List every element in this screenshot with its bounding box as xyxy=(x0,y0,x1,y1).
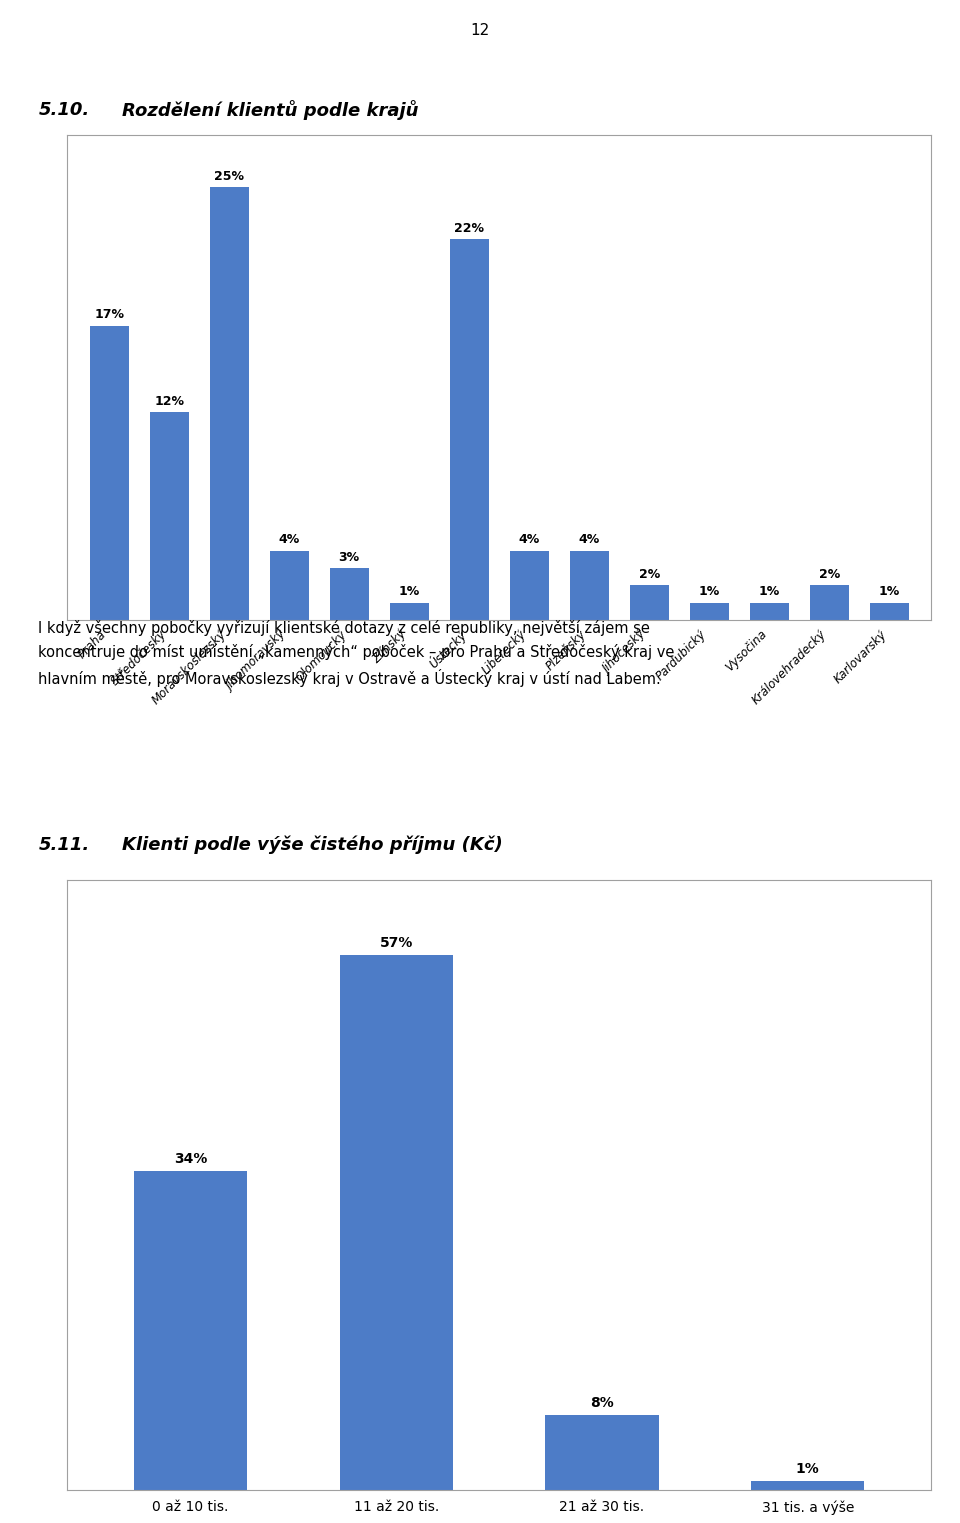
Bar xyxy=(89,326,129,620)
Text: 5.11.: 5.11. xyxy=(38,836,89,854)
Text: 5.10.: 5.10. xyxy=(38,102,89,119)
Bar xyxy=(751,1480,864,1489)
Text: 2%: 2% xyxy=(819,568,840,582)
Text: 1%: 1% xyxy=(878,585,900,599)
Bar xyxy=(569,551,609,620)
Text: Klienti podle výše čistého příjmu (Kč): Klienti podle výše čistého příjmu (Kč) xyxy=(122,836,503,854)
Bar xyxy=(390,603,429,620)
Text: 1%: 1% xyxy=(758,585,780,599)
Bar xyxy=(510,551,549,620)
Bar xyxy=(870,603,909,620)
Text: I když všechny pobočky vyřizují klientské dotazy z celé republiky, největší záje: I když všechny pobočky vyřizují klientsk… xyxy=(38,620,675,687)
Text: 22%: 22% xyxy=(454,222,484,235)
Text: 1%: 1% xyxy=(398,585,420,599)
Text: 1%: 1% xyxy=(699,585,720,599)
Bar xyxy=(329,568,369,620)
Bar xyxy=(689,603,729,620)
Text: 12: 12 xyxy=(470,23,490,38)
Text: 2%: 2% xyxy=(638,568,660,582)
Text: 17%: 17% xyxy=(94,308,124,321)
Text: 4%: 4% xyxy=(518,533,540,547)
Bar xyxy=(545,1415,659,1489)
Bar xyxy=(630,585,669,620)
Text: 4%: 4% xyxy=(579,533,600,547)
Text: 12%: 12% xyxy=(155,394,184,408)
Text: 4%: 4% xyxy=(278,533,300,547)
Bar xyxy=(209,187,249,620)
Bar xyxy=(270,551,309,620)
Text: Rozdělení klientů podle krajů: Rozdělení klientů podle krajů xyxy=(122,101,419,120)
Bar xyxy=(340,955,453,1489)
Text: 3%: 3% xyxy=(339,551,360,564)
Bar xyxy=(134,1171,248,1489)
Bar xyxy=(809,585,849,620)
Text: 1%: 1% xyxy=(796,1462,820,1476)
Text: 34%: 34% xyxy=(174,1153,207,1167)
Bar xyxy=(750,603,789,620)
Bar xyxy=(449,239,489,620)
Text: 25%: 25% xyxy=(214,169,244,183)
Text: 57%: 57% xyxy=(379,937,413,950)
Text: 8%: 8% xyxy=(590,1397,614,1410)
Bar xyxy=(150,413,189,620)
